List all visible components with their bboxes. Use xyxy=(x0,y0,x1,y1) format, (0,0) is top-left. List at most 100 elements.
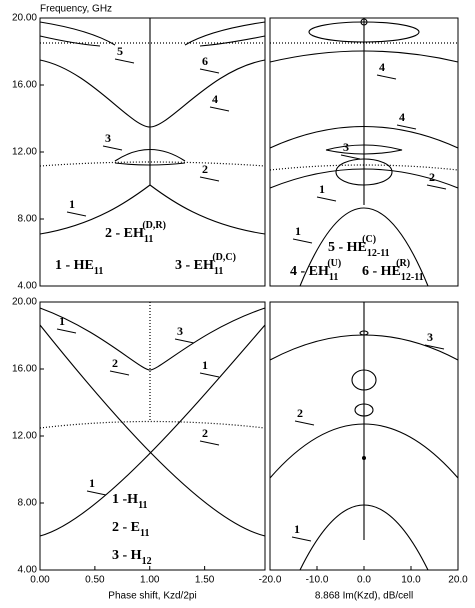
curve-label: 3 xyxy=(105,131,111,145)
curve-label: 1 xyxy=(319,182,325,196)
x-tick-label: -10.0 xyxy=(306,575,329,586)
legend-entry: 3 - EH11 (D,C) xyxy=(175,252,236,277)
y-tick-label: 20.00 xyxy=(12,297,37,308)
legend-sub: 12-11 xyxy=(367,248,390,259)
legend-sup: (D,C) xyxy=(212,252,236,263)
curve-label: 1 xyxy=(295,224,301,238)
leader-line xyxy=(376,74,397,80)
legend-sup: (D,R) xyxy=(142,220,166,231)
legend-text: 2 - EH xyxy=(105,226,144,241)
legend-text: 5 - HE xyxy=(328,240,367,255)
legend-entry: 5 - HE12-11 (C) xyxy=(328,234,390,259)
leader-line xyxy=(199,372,220,378)
leader-line xyxy=(199,440,220,446)
legend-sub: 11 xyxy=(144,234,153,245)
leader-line xyxy=(292,238,313,244)
x-axis-label: Phase shift, Kzd/2pi xyxy=(108,591,196,602)
curve-label: 2 xyxy=(202,162,208,176)
leader-line xyxy=(199,176,220,182)
legend-sub: 11 xyxy=(138,500,147,511)
curve-label: 4 xyxy=(212,92,218,106)
leader-line xyxy=(86,490,107,496)
leader-line xyxy=(114,58,135,64)
legend-sup: (R) xyxy=(396,258,410,269)
legend-entry: 4 - EH11 (U) xyxy=(290,258,341,283)
curve-label: 1 xyxy=(69,197,75,211)
curve-label: 1 xyxy=(294,522,300,536)
x-tick-label: 10.0 xyxy=(401,575,421,586)
leader-line xyxy=(199,68,220,74)
curve-label: 2 xyxy=(112,356,118,370)
curves-bottom-right xyxy=(269,302,459,571)
curve-label: 3 xyxy=(343,140,349,154)
legend-entry: 2 - E11 xyxy=(112,520,149,539)
legend-sup: (C) xyxy=(362,234,376,245)
legend-text: 4 - EH xyxy=(290,264,329,279)
leader-line xyxy=(294,420,315,426)
legend-entry: 3 - H12 xyxy=(112,548,152,567)
curve-label: 4 xyxy=(379,60,385,74)
plot-frame xyxy=(269,17,459,287)
legend-sub: 12 xyxy=(142,556,152,567)
leader-line xyxy=(426,184,447,190)
y-tick-label: 16.00 xyxy=(12,364,37,375)
x-tick-label: -20.0 xyxy=(259,575,282,586)
leader-line xyxy=(109,370,130,376)
y-tick-label: 4.00 xyxy=(18,565,38,576)
y-tick-label: 4.00 xyxy=(18,281,38,292)
legend-sub: 11 xyxy=(214,266,223,277)
y-tick-label: 12.00 xyxy=(12,431,37,442)
curve-label: 2 xyxy=(297,406,303,420)
curve-label: 3 xyxy=(177,324,183,338)
legend-entry: 1 -H11 xyxy=(112,492,148,511)
leader-line xyxy=(424,344,445,350)
x-tick-label: 1.00 xyxy=(140,575,160,586)
x-axis-label: 8.868 Im(Kzd), dB/cell xyxy=(315,591,413,602)
curve-label: 1 xyxy=(89,476,95,490)
x-tick-label: 20.0 xyxy=(448,575,468,586)
legend-sub: 12-11 xyxy=(401,272,424,283)
leader-line xyxy=(102,145,123,151)
curve-label: 1 xyxy=(59,314,65,328)
legend-text: 1 - HE xyxy=(55,258,94,273)
legend-sub: 11 xyxy=(329,272,338,283)
x-tick-label: 0.0 xyxy=(357,575,371,586)
legend-text: 1 -H xyxy=(112,492,138,507)
y-tick-label: 8.00 xyxy=(18,498,38,509)
curve-label: 1 xyxy=(202,358,208,372)
leader-line xyxy=(56,328,77,334)
curve-label: 2 xyxy=(429,170,435,184)
curves-bottom-left xyxy=(39,302,266,537)
x-tick-label: 0.00 xyxy=(30,575,50,586)
curve-label: 2 xyxy=(202,426,208,440)
curve-label: 3 xyxy=(427,330,433,344)
legend-text: 6 - HE xyxy=(362,264,401,279)
y-tick-label: 16.00 xyxy=(12,80,37,91)
leader-line xyxy=(396,124,417,130)
leader-line xyxy=(209,106,230,112)
legend-sup: (U) xyxy=(327,258,341,269)
legend-text: 2 - E xyxy=(112,520,140,535)
leader-line xyxy=(66,211,87,217)
y-tick-label: 8.00 xyxy=(18,214,38,225)
curves-top-left xyxy=(39,18,266,235)
legend-sub: 11 xyxy=(140,528,149,539)
legend-entry: 2 - EH11 (D,R) xyxy=(105,220,166,245)
leader-line xyxy=(316,196,337,202)
leader-line xyxy=(174,338,195,344)
legend-entry: 6 - HE12-11 (R) xyxy=(362,258,424,283)
y-axis-label: Frequency, GHz xyxy=(40,4,112,15)
curves-top-right xyxy=(269,18,459,287)
plot-frame xyxy=(39,17,266,287)
x-tick-label: 0.50 xyxy=(85,575,105,586)
y-tick-label: 20.00 xyxy=(12,13,37,24)
leader-line xyxy=(340,154,361,160)
legend-text: 3 - EH xyxy=(175,258,214,273)
plot-frame xyxy=(39,301,266,571)
legend-entry: 1 - HE11 xyxy=(55,258,103,277)
legend-text: 3 - H xyxy=(112,548,142,563)
curve-label: 4 xyxy=(399,110,405,124)
legend-sub: 11 xyxy=(94,266,103,277)
curve-label: 5 xyxy=(117,44,123,58)
